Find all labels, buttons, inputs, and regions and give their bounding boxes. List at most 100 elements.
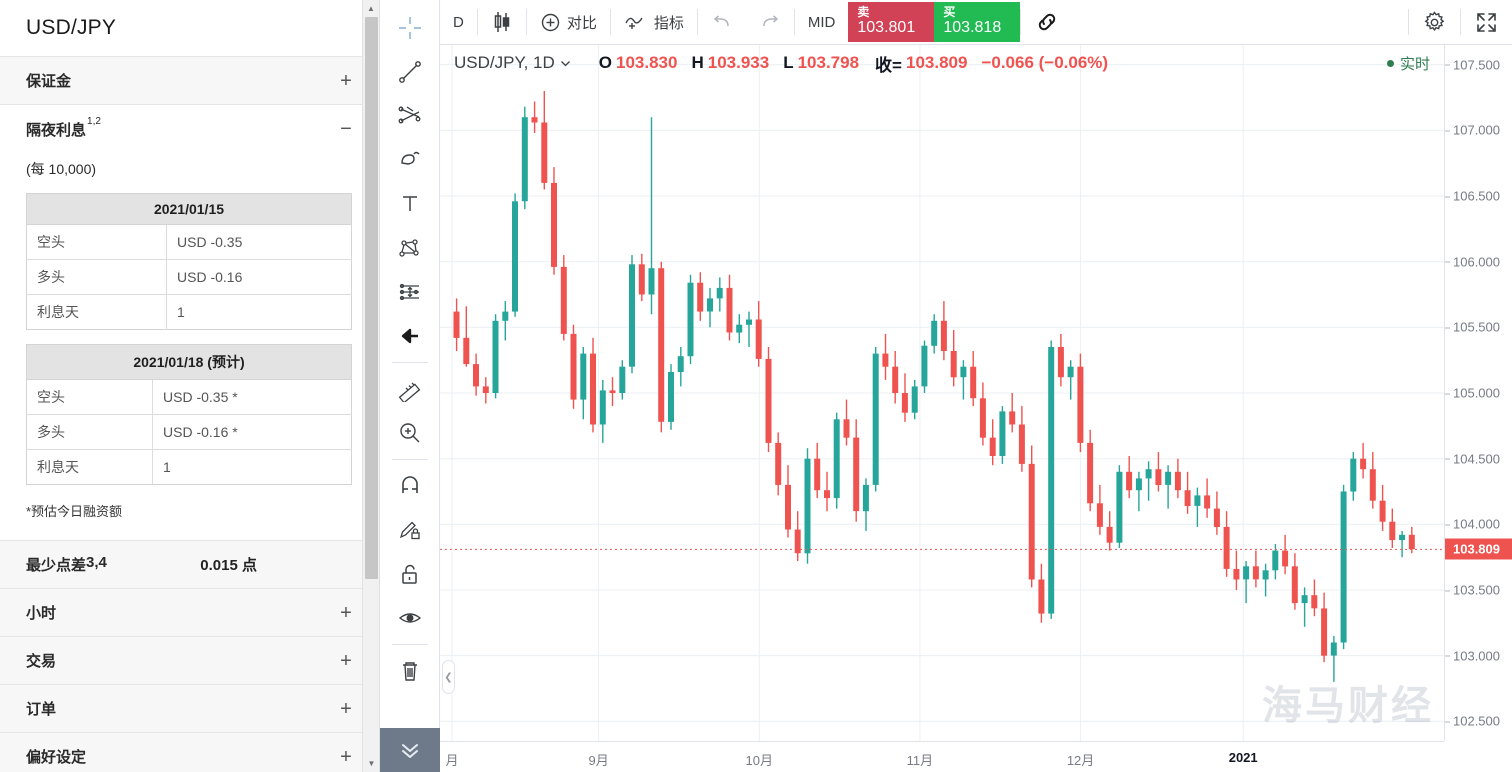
- buy-label: 买: [943, 5, 956, 19]
- price-tick: 107.000: [1445, 122, 1500, 138]
- swap-note: *预估今日融资额: [26, 504, 123, 519]
- drawing-toolbar: [380, 0, 440, 772]
- brush-icon[interactable]: [388, 138, 432, 182]
- indicators-label: 指标: [653, 14, 684, 32]
- toolbar-divider: [1408, 9, 1409, 35]
- chart-legend: USD/JPY, 1D O 103.830 H 103.933 L 103.798 收…: [440, 45, 1512, 81]
- interval-button[interactable]: D: [453, 13, 464, 31]
- sidebar-section-orders[interactable]: 订单 +: [0, 685, 379, 733]
- sidebar-section-margin-label: 保证金: [26, 73, 72, 90]
- swap-table-forecast: 2021/01/18 (预计) 空头 USD -0.35 * 多头 USD -0.1…: [26, 344, 352, 485]
- page-title: USD/JPY: [0, 0, 379, 57]
- chart-toolbar: D 对比 指标 MID 卖: [440, 0, 1512, 45]
- high-key: H: [691, 53, 704, 72]
- instrument-sidebar: USD/JPY 保证金 + 隔夜利息 1,2 − (每 10,000) 2021…: [0, 0, 380, 772]
- sidebar-section-margin[interactable]: 保证金 +: [0, 57, 379, 105]
- price-tick: 106.000: [1445, 254, 1500, 270]
- sidebar-section-swap[interactable]: 隔夜利息 1,2 −: [0, 105, 379, 153]
- time-tick: 10月: [745, 753, 773, 768]
- minus-icon[interactable]: −: [340, 118, 352, 140]
- price-tick: 106.500: [1445, 188, 1500, 204]
- crosshair-icon[interactable]: [388, 6, 432, 50]
- open-value: 103.830: [616, 53, 678, 72]
- toolbar-divider: [525, 9, 527, 35]
- per-unit-label: (每 10,000): [26, 161, 97, 177]
- plus-icon[interactable]: +: [340, 745, 352, 768]
- sidebar-scrollbar[interactable]: ▲ ▼: [362, 0, 379, 772]
- price-tick: 105.500: [1445, 319, 1500, 335]
- candlestick-plot[interactable]: 海马财经 zrt01.cn: [440, 45, 1444, 741]
- sell-price-button[interactable]: 卖 103.801: [848, 2, 935, 42]
- scroll-down-icon[interactable]: ▼: [363, 755, 379, 772]
- scroll-up-icon[interactable]: ▲: [363, 0, 379, 17]
- min-spread-label: 最少点差: [26, 557, 87, 574]
- fib-retracement-icon[interactable]: [388, 94, 432, 138]
- text-tool-icon[interactable]: [388, 182, 432, 226]
- sidebar-section-orders-label: 订单: [26, 701, 57, 718]
- undo-icon[interactable]: [698, 0, 746, 45]
- symbol-selector[interactable]: USD/JPY, 1D: [454, 53, 571, 73]
- magnet-icon[interactable]: [388, 464, 432, 508]
- sidebar-section-preferences[interactable]: 偏好设定 +: [0, 733, 379, 772]
- price-tick: 104.000: [1445, 516, 1500, 532]
- table-row: 多头 USD -0.16 *: [26, 414, 352, 450]
- close-value: 103.809: [905, 53, 968, 72]
- arrow-marker-icon[interactable]: [388, 314, 432, 358]
- last-price-tag[interactable]: 103.809: [1445, 538, 1512, 560]
- sell-value: 103.801: [857, 19, 916, 36]
- chart-type-candles-icon[interactable]: [478, 0, 526, 45]
- position-tool-icon[interactable]: [388, 270, 432, 314]
- time-tick: 12月: [1066, 753, 1095, 768]
- table-row: 多头 USD -0.16: [26, 259, 352, 295]
- lock-icon[interactable]: [388, 552, 432, 596]
- sidebar-section-trading-label: 交易: [26, 653, 57, 670]
- buy-value: 103.818: [943, 19, 1002, 36]
- row-key: 利息天: [26, 449, 153, 485]
- row-key: 空头: [26, 224, 167, 260]
- toolbar-divider: [793, 9, 795, 35]
- table-row: 空头 USD -0.35 *: [26, 379, 352, 415]
- eye-visibility-icon[interactable]: [388, 596, 432, 640]
- sidebar-section-swap-footnote: 1,2: [87, 115, 101, 127]
- buy-price-button[interactable]: 买 103.818: [934, 2, 1021, 42]
- low-value: 103.798: [797, 53, 860, 72]
- indicators-button[interactable]: 指标: [611, 0, 697, 45]
- chart-canvas: [440, 45, 1444, 741]
- sidebar-section-hours[interactable]: 小时 +: [0, 589, 379, 637]
- sidebar-section-preferences-label: 偏好设定: [26, 749, 87, 766]
- drawing-lock-icon[interactable]: [388, 508, 432, 552]
- plus-icon[interactable]: +: [340, 601, 352, 624]
- time-axis[interactable]: 月 9月 10月 11月 12月 2021: [440, 741, 1444, 772]
- sidebar-section-swap-label: 隔夜利息: [26, 121, 87, 139]
- collapse-panel-icon[interactable]: ❮: [442, 660, 455, 694]
- trash-icon[interactable]: [388, 649, 432, 693]
- sidebar-section-trading[interactable]: 交易 +: [0, 637, 379, 685]
- compare-button[interactable]: 对比: [527, 0, 610, 45]
- row-value: USD -0.16: [166, 259, 352, 295]
- time-tick: 2021: [1228, 750, 1258, 765]
- plus-icon[interactable]: +: [340, 69, 352, 92]
- symbol-label: USD/JPY, 1D: [454, 53, 555, 72]
- gear-icon[interactable]: [1409, 0, 1460, 45]
- price-tick: 105.000: [1445, 385, 1500, 401]
- pattern-icon[interactable]: [388, 226, 432, 270]
- collapse-toolbar-icon[interactable]: [380, 728, 440, 772]
- zoom-in-icon[interactable]: [388, 411, 432, 455]
- mid-price-button[interactable]: MID: [807, 13, 836, 31]
- trend-line-icon[interactable]: [388, 50, 432, 94]
- price-axis[interactable]: 107.500 107.000 106.500 106.000 105.500 105.0…: [1444, 45, 1512, 741]
- ohlc-values: O 103.830 H 103.933 L 103.798 收= 103.809 −0.…: [599, 51, 1108, 76]
- link-chart-icon[interactable]: [1021, 0, 1073, 45]
- plus-icon[interactable]: +: [340, 649, 352, 672]
- fullscreen-icon[interactable]: [1461, 0, 1512, 45]
- time-tick: 11月: [906, 753, 934, 768]
- plus-icon[interactable]: +: [340, 697, 352, 720]
- row-key: 多头: [26, 259, 167, 295]
- row-value: 1: [177, 304, 185, 320]
- redo-icon[interactable]: [746, 0, 794, 45]
- measure-ruler-icon[interactable]: [388, 367, 432, 411]
- realtime-label: 实时: [1399, 55, 1430, 73]
- toolbar-right-group: [1408, 0, 1512, 45]
- scrollbar-thumb[interactable]: [365, 17, 378, 579]
- status-dot-icon: [1386, 59, 1394, 67]
